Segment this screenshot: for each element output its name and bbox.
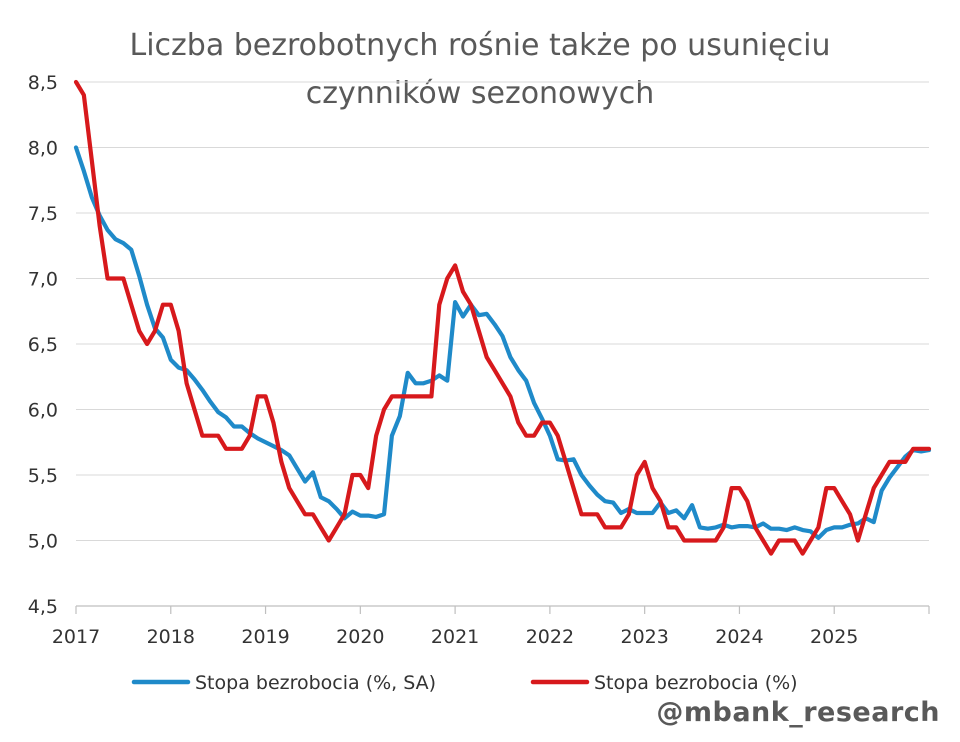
x-tick-label: 2023 bbox=[620, 626, 668, 648]
watermark: @mbank_research bbox=[656, 697, 940, 728]
y-axis: 4,5 5,0 5,5 6,0 6,5 7,0 7,5 8,0 8,5 bbox=[28, 72, 58, 618]
x-tick-label: 2019 bbox=[241, 626, 289, 648]
x-tick-label: 2024 bbox=[715, 626, 763, 648]
y-tick-label: 8,0 bbox=[28, 138, 58, 160]
y-tick-label: 7,5 bbox=[28, 203, 58, 225]
x-tick-label: 2020 bbox=[336, 626, 384, 648]
x-axis bbox=[75, 605, 930, 614]
y-tick-label: 8,5 bbox=[28, 72, 58, 94]
y-tick-label: 6,5 bbox=[28, 334, 58, 356]
y-tick-label: 4,5 bbox=[28, 596, 58, 618]
series-lines bbox=[73, 79, 932, 556]
series-line-2 bbox=[73, 79, 932, 556]
legend: Stopa bezrobocia (%, SA) Stopa bezrobocia… bbox=[131, 672, 798, 694]
y-tick-label: 6,0 bbox=[28, 400, 58, 422]
series-line-1 bbox=[73, 145, 932, 540]
y-tick-label: 5,0 bbox=[28, 531, 58, 553]
x-tick-labels: 2017 2018 2019 2020 2021 2022 2023 2024 2025 bbox=[52, 626, 859, 648]
x-tick-label: 2025 bbox=[810, 626, 858, 648]
legend-label-2: Stopa bezrobocia (%) bbox=[594, 672, 798, 694]
x-tick-label: 2022 bbox=[526, 626, 574, 648]
x-tick-label: 2018 bbox=[147, 626, 195, 648]
y-tick-label: 7,0 bbox=[28, 269, 58, 291]
legend-label-1: Stopa bezrobocia (%, SA) bbox=[195, 672, 436, 694]
x-tick-label: 2017 bbox=[52, 626, 100, 648]
y-tick-label: 5,5 bbox=[28, 465, 58, 487]
x-tick-label: 2021 bbox=[431, 626, 479, 648]
gridlines bbox=[76, 81, 929, 541]
